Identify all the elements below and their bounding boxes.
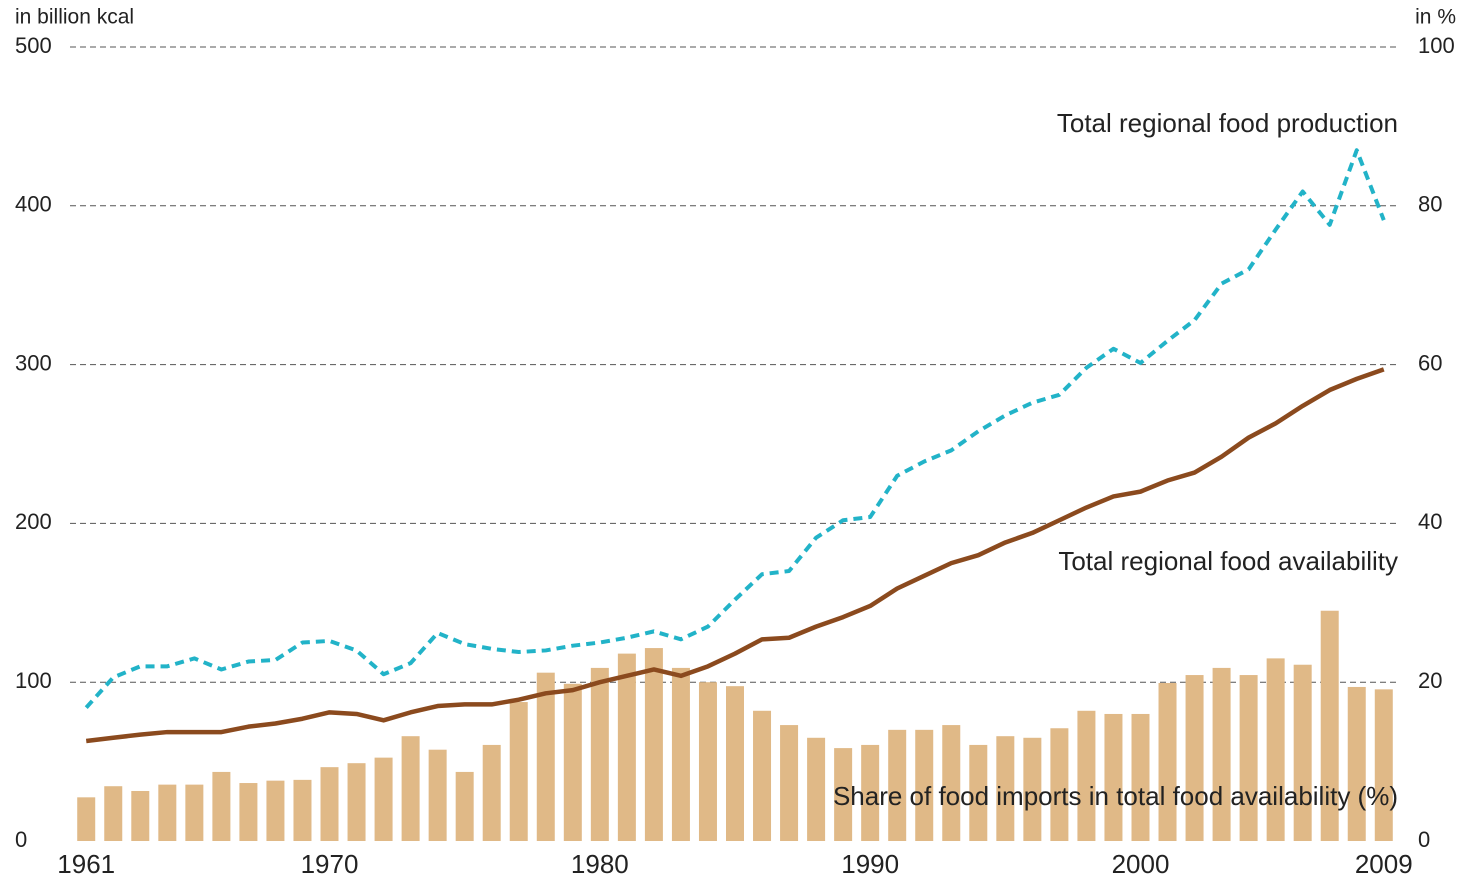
bar <box>780 725 799 841</box>
y2-tick-label: 0 <box>1418 827 1430 852</box>
bar <box>1158 682 1177 841</box>
bar <box>482 744 501 841</box>
bar <box>1374 689 1393 841</box>
y2-tick-label: 40 <box>1418 509 1442 534</box>
bar <box>536 672 555 841</box>
y2-tick-label: 100 <box>1418 33 1455 58</box>
y2-tick-label: 20 <box>1418 668 1442 693</box>
bar <box>861 744 880 841</box>
bar <box>239 783 258 841</box>
bar <box>1050 728 1069 841</box>
bar <box>1266 658 1285 841</box>
bar <box>644 648 663 841</box>
line <box>84 148 1386 709</box>
bar <box>563 683 582 841</box>
bar <box>293 779 312 841</box>
bar <box>1023 737 1042 841</box>
y-tick-label: 300 <box>15 350 52 375</box>
series-label: Share of food imports in total food avai… <box>833 781 1398 811</box>
series-label: Total regional food availability <box>1058 546 1398 576</box>
bar <box>1185 675 1204 841</box>
x-tick-label: 1970 <box>301 849 359 879</box>
bar <box>969 744 988 841</box>
bar <box>1131 713 1150 841</box>
bar <box>374 757 393 841</box>
bar <box>996 736 1015 841</box>
y2-tick-label: 80 <box>1418 192 1442 217</box>
bar <box>590 667 609 841</box>
bar <box>455 771 474 841</box>
bar <box>942 725 961 841</box>
x-tick-label: 1990 <box>841 849 899 879</box>
bar <box>266 780 285 841</box>
bar <box>401 736 420 841</box>
bar <box>320 767 339 841</box>
bar <box>1239 675 1258 841</box>
bar <box>158 784 177 841</box>
bar <box>834 748 853 841</box>
bar <box>807 737 826 841</box>
y-tick-label: 400 <box>15 192 52 217</box>
y2-axis-label: in % <box>1415 6 1456 29</box>
bar <box>617 653 636 841</box>
y-tick-label: 0 <box>15 827 27 852</box>
y2-tick-label: 60 <box>1418 350 1442 375</box>
x-tick-label: 1980 <box>571 849 629 879</box>
bar <box>698 682 717 841</box>
bar <box>509 702 528 841</box>
y-tick-label: 200 <box>15 509 52 534</box>
x-tick-label: 1961 <box>57 849 115 879</box>
bar <box>726 686 744 841</box>
bar <box>1320 610 1339 841</box>
bar <box>185 784 204 841</box>
x-tick-label: 2000 <box>1112 849 1170 879</box>
bar <box>888 729 907 841</box>
bar <box>77 797 96 841</box>
bar <box>131 790 150 841</box>
bar <box>753 710 772 841</box>
bar <box>347 763 366 841</box>
bar <box>104 786 123 841</box>
series-label: Total regional food production <box>1057 108 1398 138</box>
line <box>85 367 1385 744</box>
bar <box>1347 686 1366 841</box>
bar <box>1077 710 1096 841</box>
bar <box>428 749 447 841</box>
bar <box>1104 713 1123 841</box>
y-tick-label: 500 <box>15 33 52 58</box>
bar <box>671 667 690 841</box>
bar <box>1293 664 1312 841</box>
y-tick-label: 100 <box>15 668 52 693</box>
bar <box>1212 667 1231 841</box>
bar <box>212 771 231 841</box>
y-axis-label: in billion kcal <box>15 6 134 29</box>
bar <box>915 729 934 841</box>
x-tick-label: 2009 <box>1355 849 1413 879</box>
